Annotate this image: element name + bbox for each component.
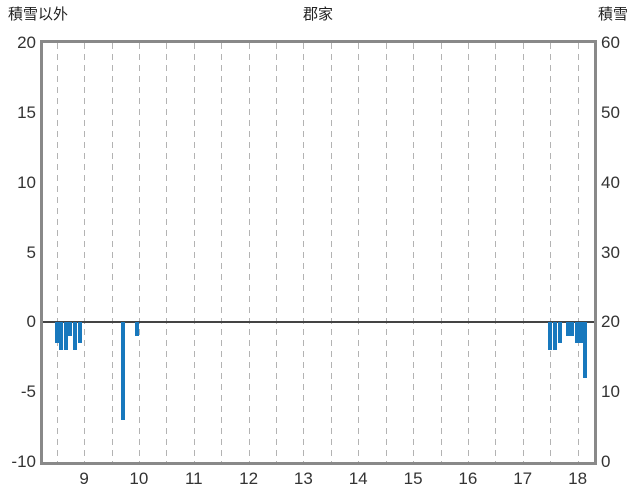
vertical-gridline [385, 43, 387, 462]
vertical-gridline [138, 43, 140, 462]
vertical-gridline [550, 43, 552, 462]
x-axis-tick-label: 13 [293, 469, 313, 488]
vertical-gridline [330, 43, 332, 462]
x-axis-tick-label: 14 [348, 469, 368, 488]
left-axis-tick-label: 5 [26, 242, 36, 262]
vertical-gridline [522, 43, 524, 462]
x-axis-tick-label: 15 [403, 469, 423, 488]
vertical-gridline [166, 43, 168, 462]
right-axis-title: 積雪 [597, 6, 628, 23]
x-axis-tick-label: 11 [184, 469, 203, 488]
data-bar [557, 322, 562, 344]
vertical-gridline [193, 43, 195, 462]
data-bar [570, 322, 575, 337]
data-bar [77, 322, 82, 344]
vertical-gridline [303, 43, 305, 462]
data-bar [68, 322, 73, 337]
left-axis-tick-label: 10 [17, 172, 36, 192]
left-axis-tick-label: -5 [20, 382, 36, 402]
right-axis-tick-label: 60 [601, 33, 620, 52]
data-bar [579, 322, 584, 344]
right-axis-tick-label: 40 [601, 172, 620, 192]
vertical-gridline [56, 43, 58, 462]
chart-title: 郡家 [302, 6, 333, 23]
data-bar [548, 322, 553, 351]
right-axis-tick-label: 30 [601, 242, 620, 262]
x-axis-tick-label: 9 [79, 469, 89, 488]
data-bar [552, 322, 557, 351]
x-axis-tick-label: 12 [239, 469, 259, 488]
data-bar [565, 322, 570, 337]
data-bar [54, 322, 59, 344]
vertical-gridline [276, 43, 277, 462]
right-axis-tick-label: 0 [601, 452, 611, 471]
data-bar [72, 322, 77, 351]
vertical-gridline [84, 43, 86, 462]
data-bar [120, 322, 125, 421]
left-axis-tick-label: -10 [11, 452, 36, 471]
right-axis-tick-label: 10 [601, 382, 620, 402]
right-axis-tick-label: 50 [601, 102, 620, 122]
plot-border [40, 40, 597, 465]
left-axis-tick-label: 15 [17, 102, 36, 122]
vertical-gridline [440, 43, 442, 462]
vertical-gridline [467, 43, 469, 462]
left-axis-tick-label: 0 [26, 312, 36, 332]
vertical-gridline [111, 43, 113, 462]
x-axis-tick-label: 17 [513, 469, 533, 488]
x-axis-tick-label: 10 [129, 469, 149, 488]
data-bar [574, 322, 579, 344]
data-bar [135, 322, 140, 337]
data-bar [64, 322, 68, 351]
vertical-gridline [413, 43, 415, 462]
vertical-gridline [495, 43, 497, 462]
vertical-gridline [221, 43, 223, 462]
left-axis-title: 積雪以外 [8, 6, 69, 23]
zero-line [43, 321, 594, 324]
data-bar [582, 322, 587, 379]
vertical-gridline [248, 43, 250, 462]
vertical-gridline [358, 43, 360, 462]
data-bar [59, 322, 64, 351]
x-axis-tick-label: 18 [568, 469, 588, 488]
x-axis-tick-label: 16 [458, 469, 478, 488]
vertical-gridline [577, 43, 579, 462]
right-axis-tick-label: 20 [601, 312, 620, 332]
left-axis-tick-label: 20 [17, 33, 36, 52]
